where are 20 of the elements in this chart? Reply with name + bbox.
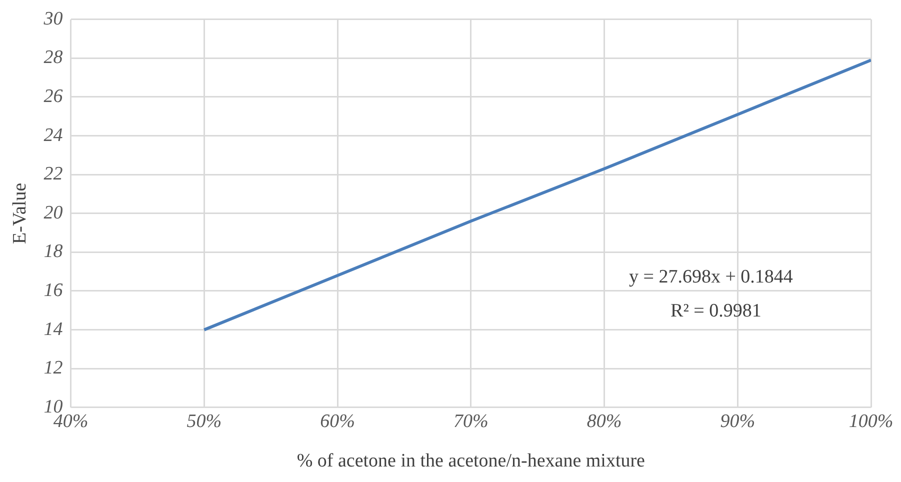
y-tick-label: 30 xyxy=(42,8,64,30)
x-axis-title: % of acetone in the acetone/n-hexane mixture xyxy=(296,450,645,472)
y-tick-label: 16 xyxy=(44,280,64,301)
y-tick-label: 18 xyxy=(44,241,64,262)
annotation: R² = 0.9981 xyxy=(670,300,762,322)
y-tick-label: 24 xyxy=(44,124,64,146)
y-tick-label: 12 xyxy=(44,358,64,379)
annotation: y = 27.698x + 0.1844 xyxy=(628,266,794,288)
y-tick-label: 28 xyxy=(44,47,64,68)
x-tick-label: 50% xyxy=(186,410,222,432)
x-tick-label: 70% xyxy=(453,410,488,432)
x-tick-label: 60% xyxy=(320,410,355,432)
y-tick-label: 26 xyxy=(44,86,64,107)
x-tick-label: 100% xyxy=(848,410,894,432)
x-tick-label: 80% xyxy=(586,410,622,432)
y-axis-title: E-Value xyxy=(9,182,30,244)
y-tick-label: 14 xyxy=(44,318,64,340)
x-tick-label: 90% xyxy=(720,410,756,432)
y-tick-label: 22 xyxy=(44,164,64,185)
y-tick-label: 20 xyxy=(44,202,64,224)
